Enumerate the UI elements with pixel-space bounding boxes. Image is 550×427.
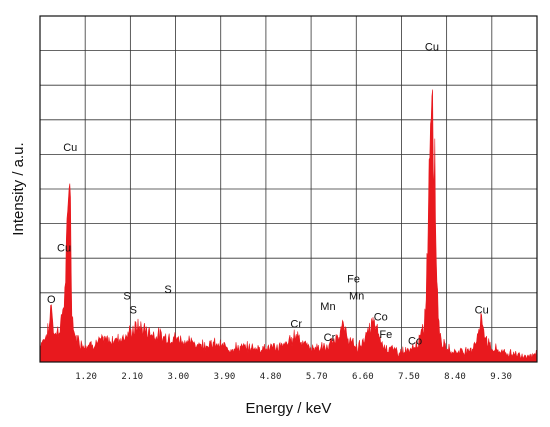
x-tick-label: 8.40 — [444, 372, 466, 382]
peak-label: Mn — [349, 291, 364, 303]
peak-label: Co — [374, 311, 388, 323]
peak-label: Cu — [57, 242, 71, 254]
peak-label: Cr — [290, 318, 302, 330]
peak-label: Cu — [425, 42, 439, 54]
x-tick-label: 6.60 — [352, 372, 374, 382]
peak-label: Fe — [379, 329, 392, 341]
x-tick-label: 1.20 — [75, 372, 97, 382]
peak-label: S — [130, 305, 137, 317]
chart-grid — [40, 16, 537, 362]
peak-label: S — [123, 291, 130, 303]
x-tick-label: 4.80 — [260, 372, 282, 382]
x-tick-label: 3.90 — [214, 372, 236, 382]
peak-label: O — [47, 294, 56, 306]
spectrum-area — [39, 89, 538, 363]
x-axis-label: Energy / keV — [246, 400, 332, 417]
x-tick-label: 3.00 — [167, 372, 189, 382]
peak-label: Fe — [347, 273, 360, 285]
plot-frame — [39, 15, 538, 363]
peak-label: Co — [408, 336, 422, 348]
x-tick-label: 9.30 — [490, 372, 512, 382]
y-axis-label: Intensity / a.u. — [10, 142, 27, 235]
x-tick-labels: 1.20 2.10 3.00 3.90 4.80 5.70 6.60 7.50 8.40 9.30 — [75, 372, 512, 382]
peak-label: Cu — [63, 142, 77, 154]
peak-label: S — [164, 284, 171, 296]
x-tick-label: 5.70 — [306, 372, 328, 382]
x-tick-label: 7.50 — [398, 372, 420, 382]
peak-label: Cu — [475, 305, 489, 317]
peak-label: Mn — [320, 301, 335, 313]
peak-label: Cr — [324, 332, 336, 344]
x-tick-label: 2.10 — [121, 372, 143, 382]
